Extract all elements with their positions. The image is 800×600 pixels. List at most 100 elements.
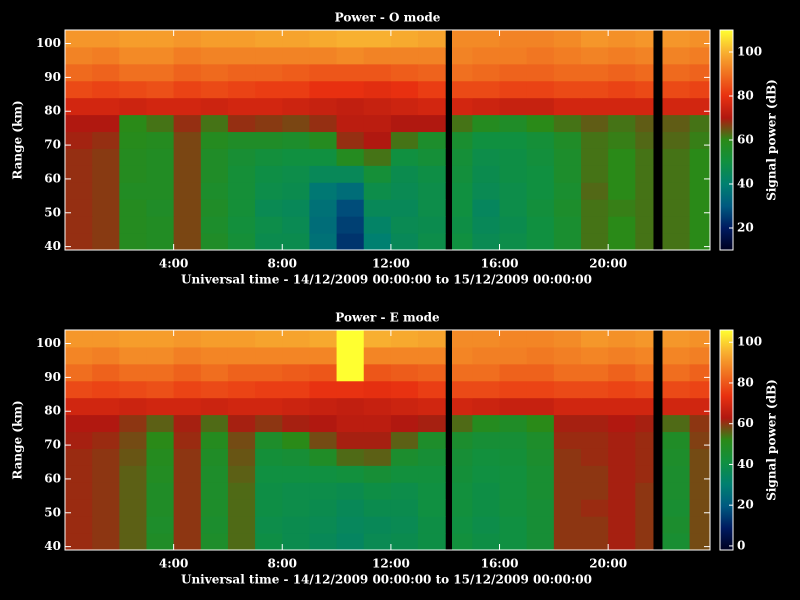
cell	[363, 482, 392, 500]
cell	[499, 448, 528, 466]
cell	[689, 465, 710, 483]
cell	[499, 346, 528, 365]
cell	[65, 114, 93, 133]
y-tick-label: 80	[44, 404, 61, 418]
cell	[472, 397, 501, 416]
cell	[472, 216, 501, 234]
cell	[336, 182, 365, 200]
cell	[92, 380, 120, 399]
cell	[635, 533, 654, 550]
cell	[227, 216, 256, 234]
cell	[526, 165, 555, 183]
cell	[662, 148, 691, 166]
cell	[553, 330, 582, 348]
cell	[65, 380, 93, 399]
cell	[173, 80, 202, 99]
cell	[119, 63, 147, 82]
cell	[689, 533, 710, 550]
cell	[363, 216, 392, 234]
cell	[553, 516, 582, 534]
cell	[146, 97, 175, 116]
cell	[92, 114, 120, 133]
cell	[65, 148, 93, 166]
cell	[499, 216, 528, 234]
cell	[635, 199, 654, 217]
cell	[255, 431, 283, 449]
cell	[635, 448, 654, 466]
cell	[65, 346, 93, 365]
cell	[608, 199, 636, 217]
cell	[65, 414, 93, 433]
cell	[499, 233, 528, 250]
cell	[336, 465, 365, 483]
cell	[119, 380, 147, 399]
cell	[92, 148, 120, 166]
cell	[119, 414, 147, 433]
cell	[608, 131, 636, 149]
cell	[689, 482, 710, 500]
cell	[452, 363, 473, 382]
cell	[390, 397, 419, 416]
cell	[336, 330, 365, 348]
cell	[526, 397, 555, 416]
cell	[581, 97, 609, 116]
cell	[92, 199, 120, 217]
cell	[581, 182, 609, 200]
cell	[390, 380, 419, 399]
cell	[336, 114, 365, 133]
cell	[255, 199, 283, 217]
cell	[227, 131, 256, 149]
cell	[309, 182, 338, 200]
cell	[309, 380, 338, 399]
cell	[336, 148, 365, 166]
cell	[581, 46, 609, 65]
cell	[472, 80, 501, 99]
cell	[363, 63, 392, 82]
cell	[472, 30, 501, 48]
cell	[146, 182, 175, 200]
cell	[390, 465, 419, 483]
cell	[608, 414, 636, 433]
cell	[390, 30, 419, 48]
cell	[336, 431, 365, 449]
y-axis-label: Range (km)	[11, 100, 25, 179]
cell	[363, 30, 392, 48]
cell	[255, 330, 283, 348]
cell	[390, 431, 419, 449]
cell	[662, 431, 691, 449]
cell	[499, 46, 528, 65]
cell	[553, 397, 582, 416]
cell	[581, 165, 609, 183]
cell	[390, 63, 419, 82]
cell	[418, 516, 446, 534]
cell	[227, 448, 256, 466]
cell	[581, 216, 609, 234]
cell	[472, 114, 501, 133]
cell	[390, 414, 419, 433]
cell	[499, 397, 528, 416]
cell	[452, 380, 473, 399]
cell	[65, 516, 93, 534]
cell	[608, 482, 636, 500]
cell	[662, 448, 691, 466]
cell	[662, 233, 691, 250]
cell	[526, 363, 555, 382]
x-tick-label: 12:00	[372, 557, 410, 571]
cell	[200, 165, 229, 183]
cell	[309, 63, 338, 82]
cell	[472, 363, 501, 382]
cell	[200, 380, 229, 399]
cell	[173, 182, 202, 200]
cell	[452, 499, 473, 517]
cell	[418, 414, 446, 433]
cell	[499, 63, 528, 82]
cell	[336, 97, 365, 116]
cell	[662, 516, 691, 534]
cell	[173, 165, 202, 183]
cell	[418, 131, 446, 149]
cell	[363, 397, 392, 416]
cell	[282, 182, 310, 200]
cell	[336, 165, 365, 183]
cell	[336, 46, 365, 65]
